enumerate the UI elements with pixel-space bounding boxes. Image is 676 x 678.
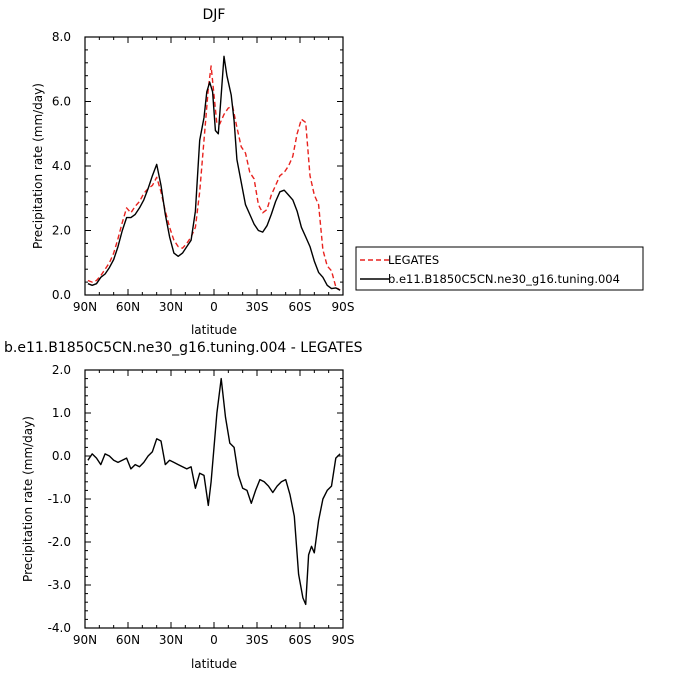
top-chart-ytick-label-4: 8.0: [52, 30, 71, 44]
bottom-chart: b.e11.B1850C5CN.ne30_g16.tuning.004 - LE…: [4, 340, 363, 671]
bottom-chart-xtick-label-3: 0: [210, 633, 218, 647]
top-chart-xtick-label-0: 90N: [73, 300, 97, 314]
top-chart-legend: LEGATES b.e11.B1850C5CN.ne30_g16.tuning.…: [355, 246, 644, 291]
top-chart-ylabel: Precipitation rate (mm/day): [31, 83, 45, 249]
top-chart-ytick-label-3: 6.0: [52, 95, 71, 109]
bottom-chart-title: b.e11.B1850C5CN.ne30_g16.tuning.004 - LE…: [4, 340, 363, 356]
top-chart-xtick-label-3: 0: [210, 300, 218, 314]
legend-label-legates: LEGATES: [388, 253, 439, 267]
bottom-chart-xlabel: latitude: [191, 657, 237, 671]
top-chart-xtick-label-4: 30S: [246, 300, 269, 314]
bottom-chart-ytick-label-4: 0.0: [52, 449, 71, 463]
bottom-chart-ytick-label-5: 1.0: [52, 406, 71, 420]
top-chart-title: DJF: [203, 7, 226, 23]
bottom-chart-xtick-label-4: 30S: [246, 633, 269, 647]
legend-box: [355, 246, 644, 291]
bottom-chart-ticks: 90N 60N 30N 0 30S 60S 90S -4.0 -3.0 -2.0 -1.0 0.0 1.…: [48, 363, 355, 647]
top-chart-ytick-label-0: 0.0: [52, 288, 71, 302]
bottom-chart-ylabel: Precipitation rate (mm/day): [21, 416, 35, 582]
bottom-chart-ytick-label-6: 2.0: [52, 363, 71, 377]
top-chart-xlabel: latitude: [191, 323, 237, 337]
bottom-chart-xtick-label-5: 60S: [289, 633, 312, 647]
bottom-chart-ytick-label-2: -2.0: [48, 535, 71, 549]
top-chart: DJF Precipitation rate (mm/day) latitude…: [31, 7, 354, 337]
bottom-chart-xtick-label-6: 90S: [332, 633, 355, 647]
bottom-chart-ytick-label-3: -1.0: [48, 492, 71, 506]
top-chart-xtick-label-1: 60N: [116, 300, 140, 314]
bottom-chart-xtick-label-0: 90N: [73, 633, 97, 647]
bottom-chart-xtick-label-2: 30N: [159, 633, 183, 647]
top-chart-series-line-1: [87, 55, 341, 291]
top-chart-ytick-label-2: 4.0: [52, 159, 71, 173]
bottom-chart-series: [87, 377, 341, 606]
top-chart-series: [87, 55, 341, 291]
legend-label-model: b.e11.B1850C5CN.ne30_g16.tuning.004: [388, 272, 620, 286]
top-chart-ticks: 90N 60N 30N 0 30S 60S 90S 0.0 2.0 4.0 6.0 8.0: [52, 30, 355, 314]
bottom-chart-ytick-label-0: -4.0: [48, 621, 71, 635]
top-chart-xtick-label-2: 30N: [159, 300, 183, 314]
top-chart-ytick-label-1: 2.0: [52, 224, 71, 238]
bottom-chart-frame: [84, 369, 344, 629]
top-chart-xtick-label-6: 90S: [332, 300, 355, 314]
bottom-chart-series-line-0: [87, 377, 341, 606]
top-chart-xtick-label-5: 60S: [289, 300, 312, 314]
bottom-chart-xtick-label-1: 60N: [116, 633, 140, 647]
top-chart-frame: [84, 36, 344, 296]
bottom-chart-ytick-label-1: -3.0: [48, 578, 71, 592]
top-chart-series-line-0: [87, 65, 341, 291]
